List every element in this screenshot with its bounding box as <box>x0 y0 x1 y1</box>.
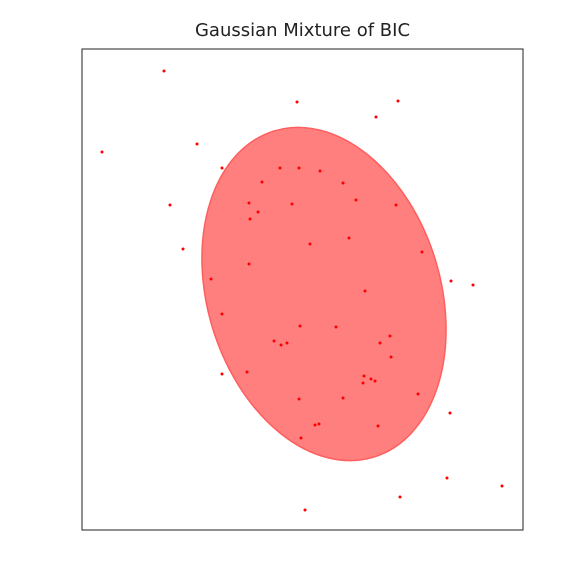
data-point <box>389 355 393 359</box>
data-point <box>363 289 367 293</box>
data-point <box>290 202 294 206</box>
data-point <box>220 372 224 376</box>
data-point <box>308 242 312 246</box>
axes-frame <box>81 48 524 531</box>
data-point <box>295 100 299 104</box>
data-point <box>247 201 251 205</box>
data-point <box>347 236 351 240</box>
data-point <box>285 341 289 345</box>
data-point <box>388 334 392 338</box>
data-point <box>416 392 420 396</box>
data-point <box>334 325 338 329</box>
data-point <box>445 476 449 480</box>
data-point <box>317 422 321 426</box>
data-point <box>272 339 276 343</box>
data-point <box>396 99 400 103</box>
data-point <box>297 397 301 401</box>
data-point <box>162 69 166 73</box>
data-point <box>398 495 402 499</box>
data-point <box>298 324 302 328</box>
data-point <box>220 312 224 316</box>
data-point <box>448 411 452 415</box>
data-point <box>220 166 224 170</box>
data-point <box>195 142 199 146</box>
data-point <box>260 180 264 184</box>
data-point <box>361 381 365 385</box>
data-point <box>247 262 251 266</box>
data-point <box>376 424 380 428</box>
data-point <box>279 343 283 347</box>
data-point <box>500 484 504 488</box>
data-point <box>100 150 104 154</box>
data-point <box>209 277 213 281</box>
data-point <box>181 247 185 251</box>
data-point <box>369 377 373 381</box>
data-point <box>303 508 307 512</box>
data-point <box>318 169 322 173</box>
data-point <box>374 115 378 119</box>
data-point <box>341 396 345 400</box>
data-point <box>313 423 317 427</box>
data-point <box>420 250 424 254</box>
data-point <box>471 283 475 287</box>
data-point <box>449 279 453 283</box>
data-point <box>341 181 345 185</box>
data-point <box>362 374 366 378</box>
data-point <box>245 370 249 374</box>
data-point <box>297 166 301 170</box>
data-point <box>394 203 398 207</box>
data-point <box>278 166 282 170</box>
data-point <box>378 341 382 345</box>
data-point <box>248 217 252 221</box>
gaussian-ellipse <box>201 126 447 462</box>
data-point <box>168 203 172 207</box>
chart-title: Gaussian Mixture of BIC <box>194 20 411 41</box>
data-point <box>354 198 358 202</box>
data-point <box>256 210 260 214</box>
data-point <box>299 436 303 440</box>
data-point <box>373 379 377 383</box>
